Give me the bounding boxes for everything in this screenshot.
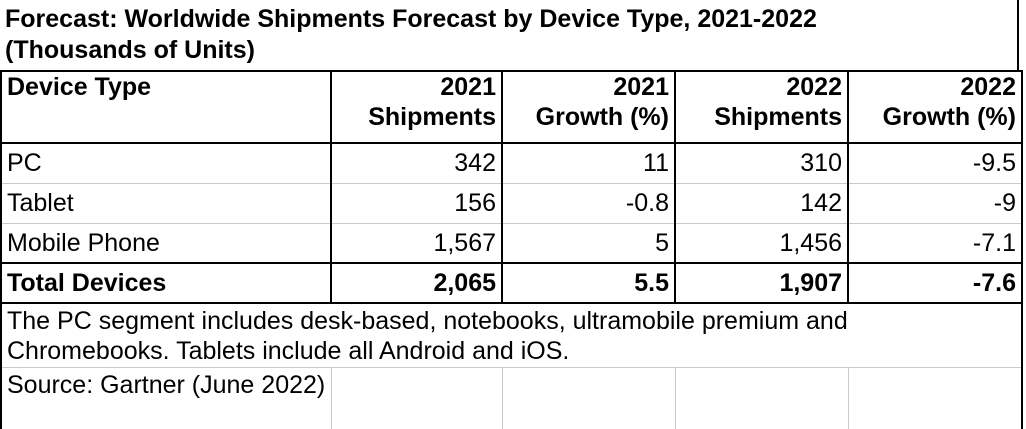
header-device-type[interactable]: Device Type xyxy=(0,70,332,144)
cell-2022-growth[interactable]: -9 xyxy=(848,183,1023,224)
source-row: Source: Gartner (June 2022) xyxy=(0,367,1023,429)
cell-2021-growth[interactable]: -0.8 xyxy=(502,183,676,224)
table-row: Tablet 156 -0.8 142 -9 xyxy=(0,183,1023,224)
header-2021-shipments[interactable]: 2021 Shipments xyxy=(330,70,503,144)
header-2022-growth[interactable]: 2022 Growth (%) xyxy=(847,70,1023,144)
empty-cell[interactable] xyxy=(502,367,676,429)
note-row: The PC segment includes desk-based, note… xyxy=(0,303,1023,368)
table-row: PC 342 11 310 -9.5 xyxy=(0,143,1023,184)
header-year: 2022 xyxy=(786,73,842,101)
cell-device-type[interactable]: Tablet xyxy=(0,183,332,224)
header-metric: Shipments xyxy=(714,103,842,131)
header-metric: Growth (%) xyxy=(535,103,669,131)
header-year: 2022 xyxy=(960,73,1016,101)
cell-total-2022-growth[interactable]: -7.6 xyxy=(848,262,1023,304)
empty-cell[interactable] xyxy=(675,367,849,429)
title-line-1: Forecast: Worldwide Shipments Forecast b… xyxy=(5,5,817,33)
cell-2022-growth[interactable]: -7.1 xyxy=(848,223,1023,263)
cell-device-type[interactable]: Mobile Phone xyxy=(0,223,332,263)
total-row: Total Devices 2,065 5.5 1,907 -7.6 xyxy=(0,262,1023,304)
cell-2022-shipments[interactable]: 310 xyxy=(675,143,849,184)
cell-total-2021-shipments[interactable]: 2,065 xyxy=(331,262,503,304)
table-row: Mobile Phone 1,567 5 1,456 -7.1 xyxy=(0,223,1023,263)
footnote[interactable]: The PC segment includes desk-based, note… xyxy=(0,303,1023,368)
header-year: 2021 xyxy=(613,73,669,101)
header-row: Device Type 2021 Shipments 2021 Growth (… xyxy=(0,70,1023,144)
cell-2021-growth[interactable]: 5 xyxy=(502,223,676,263)
header-year: 2021 xyxy=(440,73,496,101)
cell-2021-shipments[interactable]: 156 xyxy=(331,183,503,224)
cell-2021-shipments[interactable]: 1,567 xyxy=(331,223,503,263)
cell-2021-shipments[interactable]: 342 xyxy=(331,143,503,184)
source-note[interactable]: Source: Gartner (June 2022) xyxy=(0,367,332,429)
cell-2021-growth[interactable]: 11 xyxy=(502,143,676,184)
cell-total-2021-growth[interactable]: 5.5 xyxy=(502,262,676,304)
cell-total-2022-shipments[interactable]: 1,907 xyxy=(675,262,849,304)
cell-device-type[interactable]: PC xyxy=(0,143,332,184)
header-device-type-label: Device Type xyxy=(7,73,152,101)
header-metric: Growth (%) xyxy=(882,103,1016,131)
table-title: Forecast: Worldwide Shipments Forecast b… xyxy=(0,0,1019,70)
cell-2022-growth[interactable]: -9.5 xyxy=(848,143,1023,184)
header-2021-growth[interactable]: 2021 Growth (%) xyxy=(501,70,676,144)
empty-cell[interactable] xyxy=(331,367,503,429)
header-2022-shipments[interactable]: 2022 Shipments xyxy=(674,70,849,144)
cell-2022-shipments[interactable]: 1,456 xyxy=(675,223,849,263)
header-metric: Shipments xyxy=(368,103,496,131)
cell-2022-shipments[interactable]: 142 xyxy=(675,183,849,224)
title-line-2: (Thousands of Units) xyxy=(5,36,255,64)
cell-total-label[interactable]: Total Devices xyxy=(0,262,332,304)
empty-cell[interactable] xyxy=(848,367,1023,429)
forecast-table: Device Type 2021 Shipments 2021 Growth (… xyxy=(0,70,1023,429)
